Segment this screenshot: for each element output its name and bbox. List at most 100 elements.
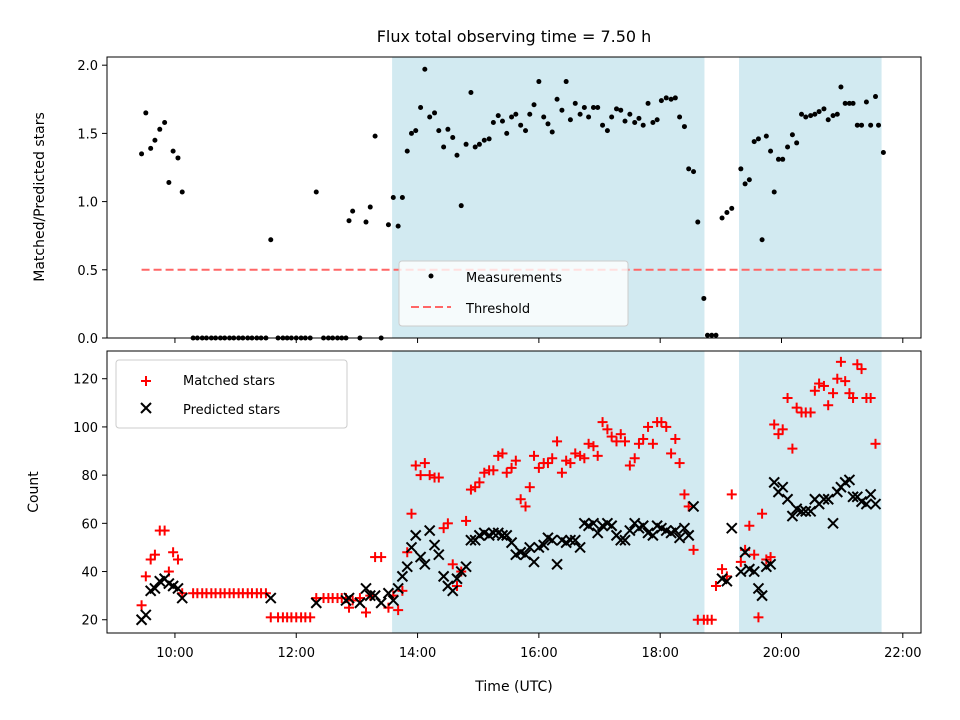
predicted-point <box>265 592 277 604</box>
measurement-point <box>450 134 456 140</box>
matched-point <box>870 438 881 449</box>
measurement-point <box>622 118 628 124</box>
matched-point <box>782 393 793 403</box>
measurement-point <box>738 166 744 172</box>
matched-point <box>791 402 802 413</box>
top-legend-box <box>398 260 629 327</box>
matched-point <box>602 424 613 435</box>
matched-point <box>524 482 535 493</box>
measurement-point <box>441 144 447 150</box>
matched-point <box>520 501 531 512</box>
measurement-point <box>873 94 879 100</box>
measurement-point <box>481 137 487 143</box>
chart-title: Flux total observing time = 7.50 h <box>377 27 652 46</box>
measurement-point <box>663 95 669 101</box>
predicted-point <box>419 558 431 571</box>
measurement-point <box>755 136 761 142</box>
measurement-point <box>385 222 391 228</box>
y-tick-label: 80 <box>81 469 98 484</box>
matched-point <box>592 450 603 461</box>
measurement-point <box>834 111 840 117</box>
predicted-point <box>795 505 808 517</box>
matched-point <box>624 460 635 471</box>
measurement-point <box>148 145 154 151</box>
matched-point <box>611 436 622 447</box>
measurement-point <box>645 100 651 106</box>
y-tick-label: 2.0 <box>77 59 98 74</box>
y-tick-label: 20 <box>81 614 98 629</box>
measurement-point <box>604 128 610 134</box>
measurement-point <box>468 89 474 95</box>
measurement-point <box>751 139 757 145</box>
matched-point <box>433 472 444 483</box>
measurement-point <box>454 152 460 158</box>
x-axis-label: Time (UTC) <box>474 679 552 695</box>
measurement-point <box>404 148 410 154</box>
measurement-point <box>563 79 569 85</box>
matched-point <box>835 356 846 367</box>
predicted-point <box>748 565 760 578</box>
predicted-point <box>401 561 413 573</box>
measurement-point <box>422 66 428 72</box>
predicted-point <box>310 597 322 609</box>
measurement-point <box>724 210 730 216</box>
matched-point <box>679 489 690 500</box>
predicted-point <box>735 565 747 578</box>
measurement-point <box>729 205 735 211</box>
matched-point <box>393 605 404 616</box>
predicted-point <box>768 476 780 489</box>
matched-point <box>757 508 768 519</box>
measurement-point <box>567 117 573 123</box>
measurement-point <box>531 102 537 108</box>
predicted-point <box>624 524 636 537</box>
matched-point <box>419 458 430 469</box>
predicted-point <box>564 534 577 546</box>
matched-point <box>620 436 630 447</box>
x-tick-label: 22:00 <box>884 646 921 661</box>
matched-point <box>744 520 755 531</box>
legend-measurements-label: Measurements <box>466 271 562 286</box>
measurement-point <box>816 109 822 115</box>
predicted-point <box>800 505 812 517</box>
matched-point <box>442 518 453 529</box>
measurement-point <box>803 114 809 120</box>
matched-point <box>515 494 526 505</box>
measurement-point <box>313 189 319 195</box>
matched-point <box>769 419 780 430</box>
matched-point <box>140 571 151 582</box>
predicted-point <box>678 522 691 534</box>
predicted-point <box>869 498 882 510</box>
predicted-point <box>396 570 409 583</box>
measurement-point <box>472 144 478 150</box>
measurement-point <box>704 332 710 338</box>
matched-point <box>661 421 672 432</box>
matched-point <box>533 462 544 473</box>
predicted-point <box>405 541 418 554</box>
measurement-point <box>432 110 438 116</box>
matched-point <box>765 552 776 563</box>
matched-point <box>159 525 170 536</box>
predicted-point <box>569 534 581 546</box>
predicted-point <box>428 539 441 551</box>
measurement-point <box>842 100 848 106</box>
measurement-point <box>799 111 805 117</box>
matched-point <box>629 453 640 464</box>
top-y-axis-label: Matched/Predicted stars <box>32 112 48 282</box>
matched-point <box>647 438 658 449</box>
measurement-point <box>418 104 424 110</box>
y-tick-label: 40 <box>81 566 98 581</box>
measurement-point <box>654 117 660 123</box>
matched-point <box>415 470 426 481</box>
measurement-point <box>445 126 451 132</box>
matched-point <box>579 453 590 464</box>
matched-point <box>615 429 626 440</box>
matched-point <box>710 581 721 591</box>
legend-matched-label: Matched stars <box>183 374 275 389</box>
predicted-point <box>864 488 877 501</box>
matched-point <box>376 552 387 563</box>
measurement-point <box>166 179 172 185</box>
matched-point <box>805 407 816 418</box>
matched-point <box>136 600 147 611</box>
measurement-point <box>408 130 414 136</box>
measurement-point <box>808 113 814 119</box>
